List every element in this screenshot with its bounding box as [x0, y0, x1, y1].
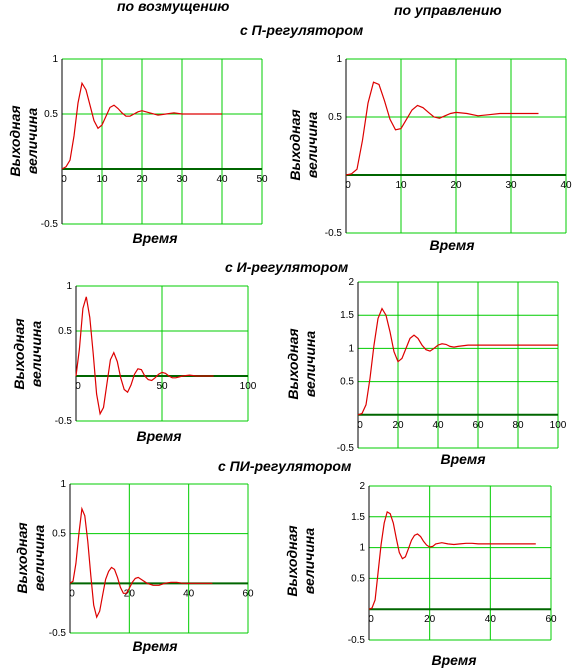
y-tick-label: 1	[66, 281, 72, 292]
y-tick-label: 1	[336, 54, 342, 65]
y-axis-label: Выходнаявеличина	[7, 105, 40, 176]
y-tick-label: -0.5	[337, 443, 355, 454]
series-line	[61, 81, 222, 170]
y-tick-label: 0.5	[351, 573, 365, 584]
x-tick-label: 60	[472, 420, 484, 431]
x-tick-label: 0	[61, 174, 67, 185]
y-axis-label-part: Выходная	[287, 109, 303, 180]
y-tick-label: -0.5	[325, 228, 343, 239]
x-axis-label: Время	[136, 428, 181, 444]
y-axis-label-part: величина	[31, 525, 47, 591]
y-tick-label: 0.5	[58, 326, 72, 337]
x-tick-label: 30	[505, 180, 517, 191]
x-tick-label: 20	[392, 420, 404, 431]
x-tick-label: 20	[450, 180, 462, 191]
y-tick-label: 2	[348, 277, 354, 288]
chart-i-disturbance: -0.5 0.5 1 0 50 100 Время Выходнаявеличина	[11, 281, 257, 444]
chart-pi-disturbance: -0.5 0.5 1 0 20 40 60 Время Выходнаявеличина	[14, 479, 254, 654]
y-axis-label-part: Выходная	[284, 525, 300, 596]
series-line	[368, 510, 536, 610]
y-tick-label: 1	[52, 54, 58, 65]
header-col-right: по управлению	[394, 2, 502, 18]
x-axis-label: Время	[429, 237, 474, 253]
y-axis-label-part: величина	[28, 321, 44, 387]
x-tick-label: 60	[545, 614, 557, 625]
y-tick-label: 0.5	[340, 377, 354, 388]
y-tick-label: 1	[60, 479, 66, 490]
x-tick-label: 10	[96, 174, 108, 185]
x-tick-label: 40	[216, 174, 228, 185]
x-tick-label: 0	[368, 614, 374, 625]
y-axis-label-part: Выходная	[14, 522, 30, 593]
y-axis-label-part: Выходная	[11, 318, 27, 389]
y-axis-label: Выходнаявеличина	[14, 522, 47, 593]
series-line	[69, 506, 213, 619]
y-tick-label: 0.5	[44, 109, 58, 120]
y-tick-label: 1	[359, 543, 365, 554]
y-tick-label: 1.5	[351, 512, 365, 523]
y-axis-label-part: Выходная	[7, 105, 23, 176]
y-axis-label-part: величина	[24, 108, 40, 174]
x-tick-label: 100	[550, 420, 567, 431]
x-tick-label: 0	[69, 588, 75, 599]
x-tick-label: 100	[240, 381, 257, 392]
x-axis-label: Время	[440, 451, 485, 467]
y-tick-label: -0.5	[348, 635, 366, 646]
x-tick-label: 20	[136, 174, 148, 185]
y-axis-label-part: Выходная	[285, 328, 301, 399]
y-tick-label: -0.5	[41, 219, 59, 230]
y-tick-label: 0.5	[52, 529, 66, 540]
y-axis-label-part: величина	[304, 112, 320, 178]
x-axis-label: Время	[132, 230, 177, 246]
x-tick-label: 80	[512, 420, 524, 431]
y-tick-label: 0.5	[328, 112, 342, 123]
x-tick-label: 40	[183, 588, 195, 599]
header-row-p: с П-регулятором	[240, 22, 364, 38]
header-row-i: с И-регулятором	[225, 259, 349, 275]
header-col-left: по возмущению	[117, 0, 230, 14]
y-axis-label: Выходнаявеличина	[284, 525, 317, 596]
x-tick-label: 0	[75, 381, 81, 392]
y-axis-label: Выходнаявеличина	[11, 318, 44, 389]
series-line	[75, 296, 214, 416]
y-tick-label: -0.5	[49, 628, 67, 639]
x-axis-label: Время	[431, 652, 476, 668]
y-axis-label: Выходнаявеличина	[287, 109, 320, 180]
y-axis-label-part: величина	[301, 528, 317, 594]
x-tick-label: 30	[176, 174, 188, 185]
x-tick-label: 40	[432, 420, 444, 431]
x-tick-label: 0	[345, 180, 351, 191]
x-tick-label: 50	[256, 174, 268, 185]
chart-i-control: -0.50.511.520 20 40 60 80 100ВремяВыходнаявел…	[285, 277, 567, 467]
x-tick-label: 0	[357, 420, 363, 431]
y-tick-label: 1	[348, 343, 354, 354]
y-tick-label: 1.5	[340, 310, 354, 321]
header-row-pi: с ПИ-регулятором	[218, 458, 352, 474]
x-tick-label: 40	[560, 180, 572, 191]
series-line	[357, 307, 558, 416]
y-tick-label: 2	[359, 481, 365, 492]
x-tick-label: 40	[485, 614, 497, 625]
y-axis-label: Выходнаявеличина	[285, 328, 318, 399]
x-tick-label: 50	[156, 381, 168, 392]
x-tick-label: 20	[124, 588, 136, 599]
series-line	[345, 81, 539, 176]
x-axis-label: Время	[132, 638, 177, 654]
x-tick-label: 20	[424, 614, 436, 625]
x-tick-label: 60	[242, 588, 254, 599]
y-tick-label: -0.5	[55, 416, 73, 427]
y-axis-label-part: величина	[302, 331, 318, 397]
x-tick-label: 10	[395, 180, 407, 191]
